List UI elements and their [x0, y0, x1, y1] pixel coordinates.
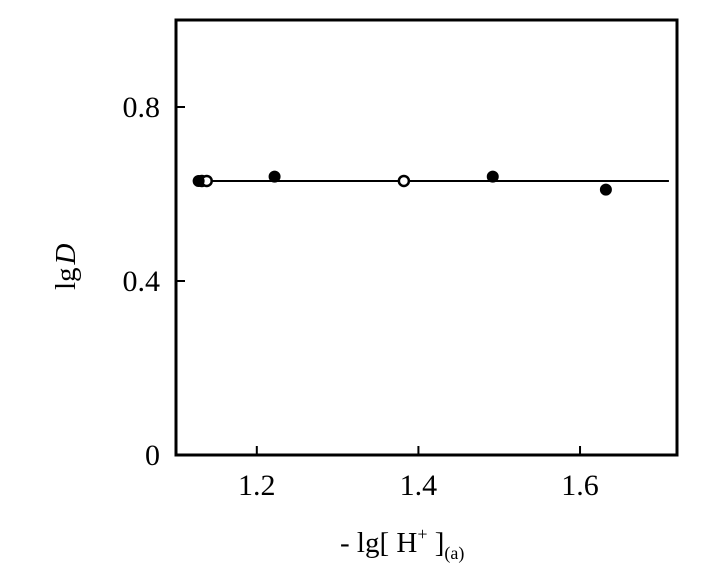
- y-tick-label: 0.4: [123, 265, 161, 298]
- y-tick-label: 0: [145, 439, 160, 472]
- y-axis-ticks: 0 0.4 0.8: [123, 91, 185, 472]
- x-axis-ticks: 1.2 1.4 1.6: [238, 446, 599, 502]
- y-axis-label-d: D: [50, 243, 82, 265]
- x-tick-label: 1.4: [400, 469, 438, 502]
- x-tick-label: 1.2: [238, 469, 276, 502]
- filled-circle-point: [268, 170, 281, 183]
- x-axis-label-main: - lg[ H: [340, 527, 417, 559]
- data-points: [192, 170, 612, 196]
- x-axis-label-bracket: ]: [427, 527, 444, 559]
- x-axis-label-sub: (a): [444, 543, 464, 564]
- filled-circle-point: [192, 174, 205, 187]
- open-circle-point: [397, 174, 411, 188]
- y-axis-label: lgD: [50, 243, 82, 290]
- filled-circle-point: [486, 170, 499, 183]
- y-tick-label: 0.8: [123, 91, 161, 124]
- x-axis-label: - lg[ H+ ](a): [340, 524, 464, 564]
- plot-frame: [174, 18, 679, 457]
- x-tick-label: 1.6: [561, 469, 599, 502]
- filled-circle-point: [599, 183, 612, 196]
- y-axis-label-lg: lg: [50, 267, 82, 290]
- x-axis-label-sup: +: [417, 524, 427, 544]
